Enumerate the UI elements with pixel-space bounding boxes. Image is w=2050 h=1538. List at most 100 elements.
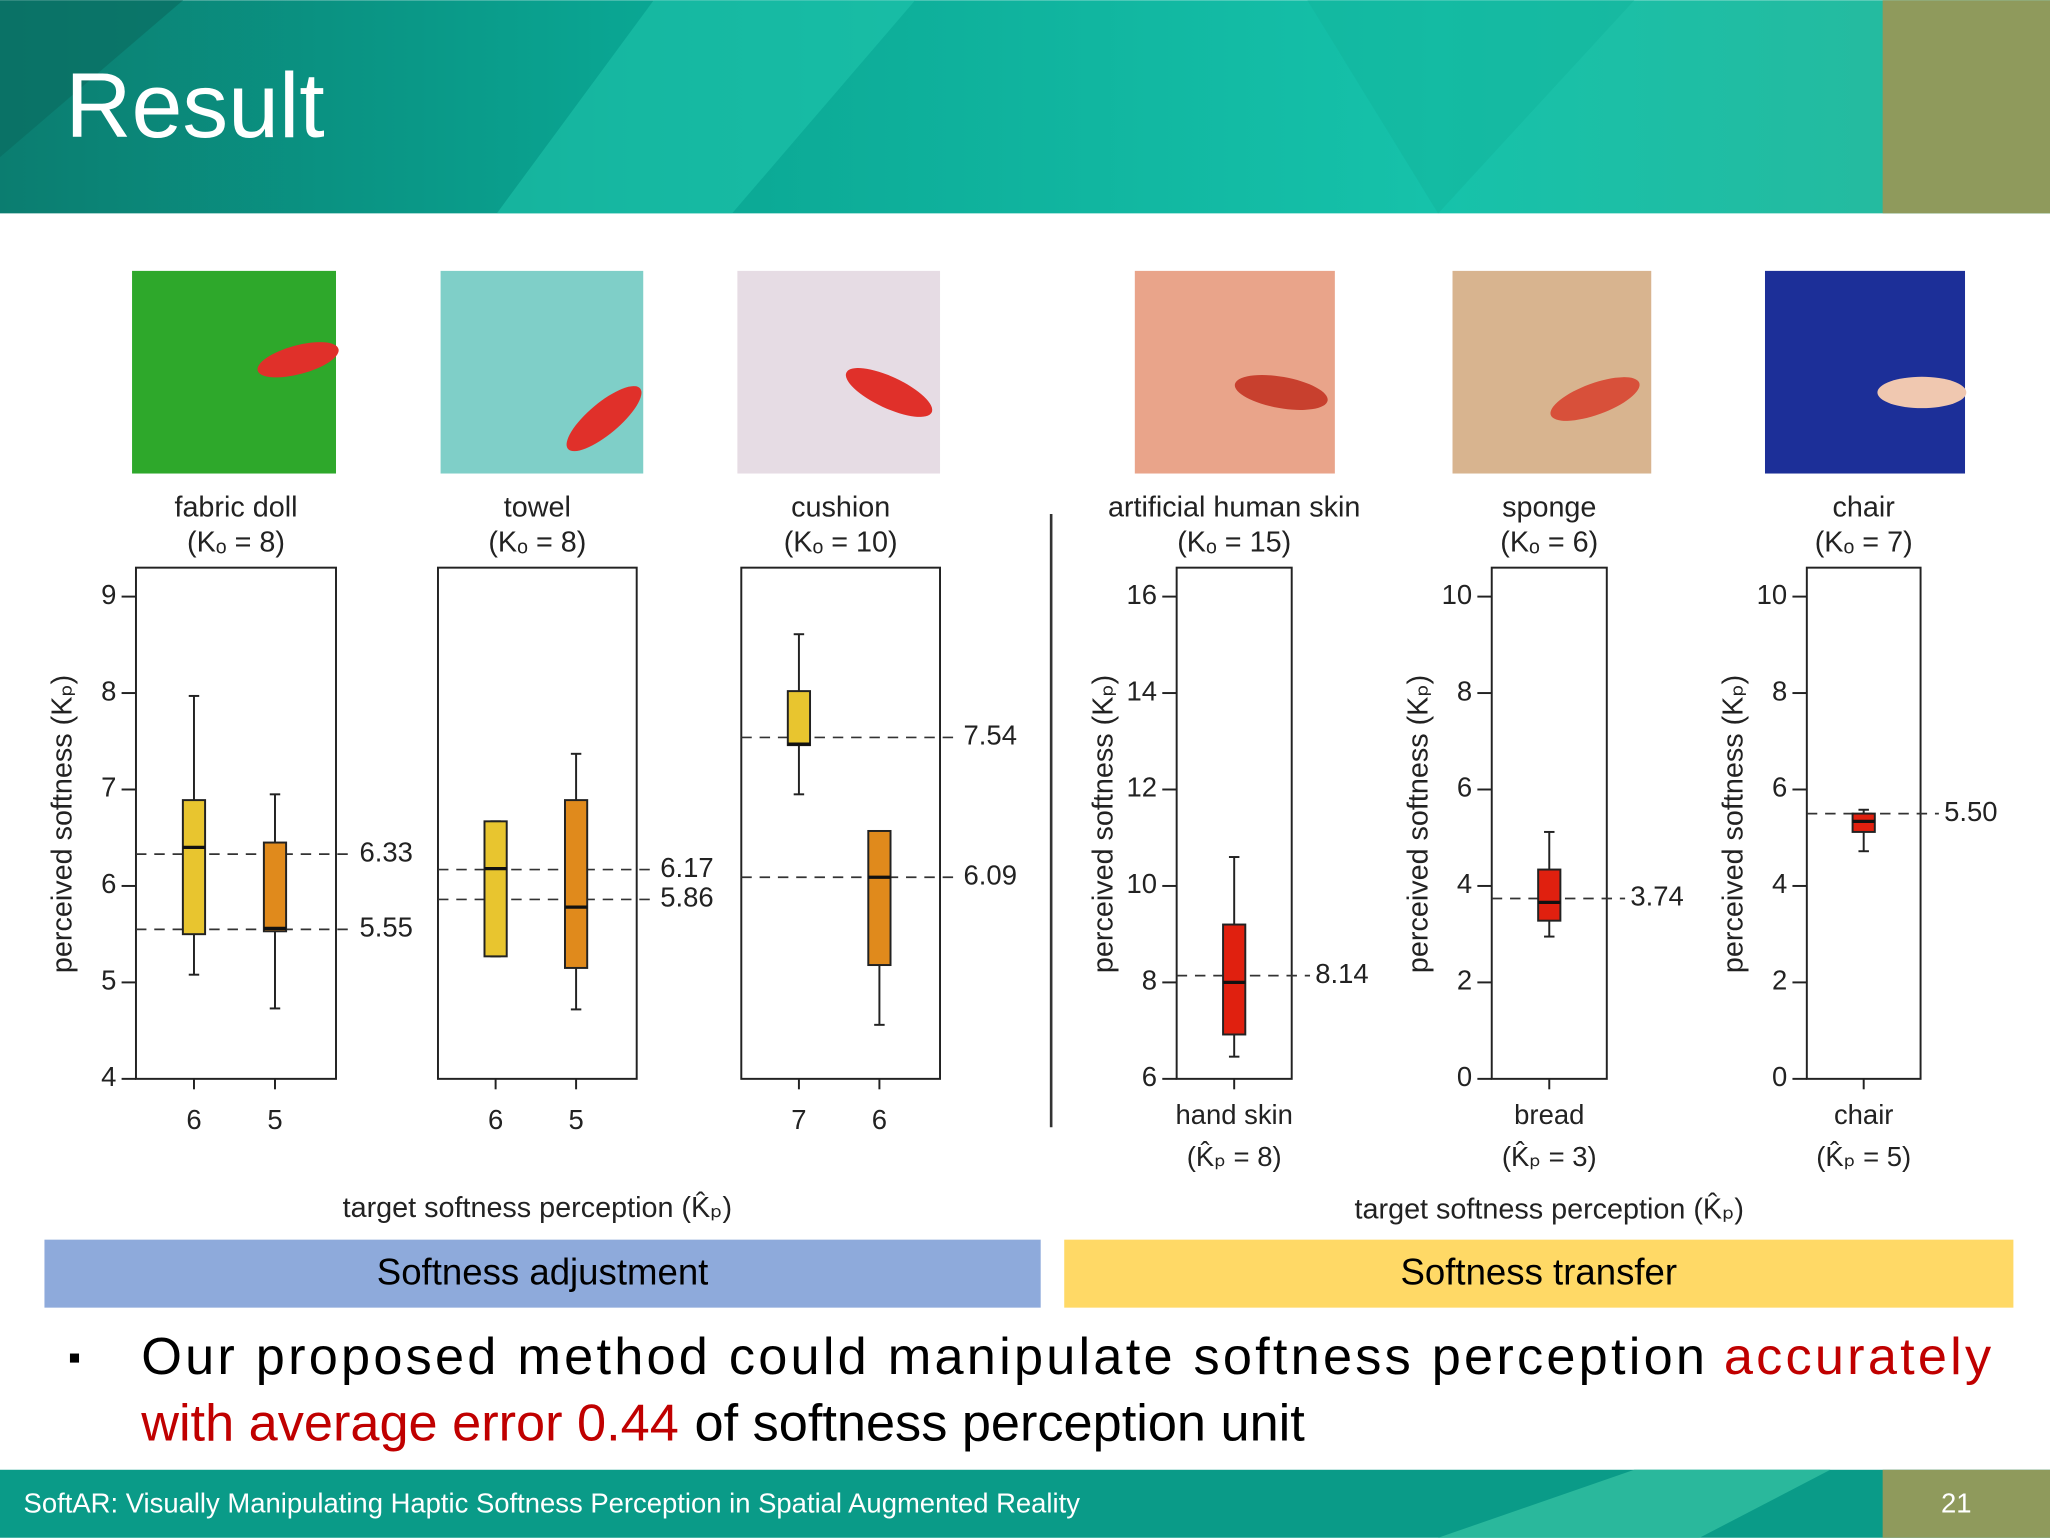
x-axis-label: target softness perception (K̂ₚ) <box>1355 1193 1744 1226</box>
y-axis-label: perceived softness (Kₚ) <box>1402 675 1434 973</box>
footer-shape <box>1438 1469 1831 1538</box>
y-tick-label: 9 <box>101 579 116 610</box>
chart-title: towel <box>504 491 571 523</box>
box <box>563 799 589 969</box>
y-tick-label: 4 <box>1457 868 1472 899</box>
reference-label: 5.86 <box>660 882 713 913</box>
box <box>786 690 812 747</box>
y-tick-label: 10 <box>1442 579 1473 610</box>
slide-title: Result <box>65 55 324 157</box>
reference-label: 5.55 <box>360 912 413 943</box>
page-number: 21 <box>1941 1487 1972 1518</box>
x-tick-label: 5 <box>267 1104 282 1135</box>
finger <box>1234 374 1328 410</box>
header-shape <box>1307 0 1635 214</box>
reference-label: 6.17 <box>660 852 713 883</box>
y-tick-label: 4 <box>101 1061 116 1092</box>
box <box>1222 923 1247 1036</box>
chart-title: chair <box>1833 491 1896 523</box>
y-tick-label: 14 <box>1127 675 1158 706</box>
y-axis-label: perceived softness (Kₚ) <box>47 675 79 973</box>
x-tick-label: 6 <box>488 1104 503 1135</box>
header-band <box>0 0 2050 214</box>
chart-subtitle: (Kₒ = 7) <box>1815 527 1913 559</box>
footer-text: SoftAR: Visually Manipulating Haptic Sof… <box>24 1487 1081 1518</box>
bullet-marker: ▪ <box>68 1337 81 1378</box>
y-tick-label: 2 <box>1457 965 1472 996</box>
y-axis-label: perceived softness (Kₚ) <box>1718 675 1750 973</box>
footer-shape <box>1882 1469 2050 1538</box>
x-tick-label: 7 <box>791 1104 806 1135</box>
footer: SoftAR: Visually Manipulating Haptic Sof… <box>0 1469 2050 1538</box>
reference-label: 5.50 <box>1944 796 1997 827</box>
y-tick-label: 0 <box>1772 1061 1787 1092</box>
y-tick-label: 10 <box>1127 868 1158 899</box>
box <box>262 841 288 933</box>
plot-frame <box>436 566 638 1080</box>
plot-frame <box>134 566 337 1080</box>
x-tick-sublabel: (K̂ₚ = 5) <box>1816 1141 1911 1172</box>
finger <box>566 386 642 452</box>
finger <box>845 368 933 417</box>
group-band <box>1064 1239 2014 1308</box>
chart-title: cushion <box>791 491 890 523</box>
x-axis-label: target softness perception (K̂ₚ) <box>343 1191 732 1224</box>
box <box>867 829 892 967</box>
header-shape <box>1882 0 2050 214</box>
y-tick-label: 8 <box>1142 965 1157 996</box>
y-tick-label: 0 <box>1457 1061 1472 1092</box>
reference-label: 3.74 <box>1630 881 1683 912</box>
photo <box>1764 270 1966 474</box>
x-tick-label: 5 <box>568 1104 583 1135</box>
plot-frame <box>740 566 941 1080</box>
plot-frame <box>1805 566 1922 1080</box>
box <box>181 799 207 936</box>
chart-subtitle: (Kₒ = 8) <box>488 527 586 559</box>
photo <box>440 270 644 474</box>
photo <box>737 270 941 474</box>
group-label: Softness adjustment <box>377 1252 709 1293</box>
y-tick-label: 7 <box>101 772 116 803</box>
chart-title: fabric doll <box>174 491 297 523</box>
x-tick-sublabel: (K̂ₚ = 8) <box>1187 1141 1282 1172</box>
header: Result <box>0 0 2050 214</box>
reference-label: 7.54 <box>964 720 1017 751</box>
x-tick-label: hand skin <box>1175 1099 1292 1130</box>
y-tick-label: 8 <box>1772 675 1787 706</box>
chart-subtitle: (Kₒ = 6) <box>1500 527 1598 559</box>
bullet-segment: of softness perception unit <box>695 1394 1306 1452</box>
photos <box>132 270 1967 474</box>
group-band <box>44 1239 1041 1308</box>
y-tick-label: 6 <box>1457 772 1472 803</box>
y-tick-label: 8 <box>1457 675 1472 706</box>
y-axis-label: perceived softness (Kₚ) <box>1087 675 1119 973</box>
group-label: Softness transfer <box>1400 1252 1677 1293</box>
y-tick-label: 16 <box>1127 579 1158 610</box>
y-tick-label: 10 <box>1757 579 1788 610</box>
chart-title: sponge <box>1502 491 1596 523</box>
finger <box>1550 377 1640 421</box>
chart-title: artificial human skin <box>1108 491 1360 523</box>
y-tick-label: 8 <box>101 675 116 706</box>
y-tick-label: 5 <box>101 965 116 996</box>
plot-frame <box>1175 566 1293 1080</box>
reference-label: 8.14 <box>1315 958 1368 989</box>
header-shape <box>496 0 916 214</box>
chart-subtitle: (Kₒ = 8) <box>187 527 285 559</box>
y-tick-label: 2 <box>1772 965 1787 996</box>
box <box>483 820 508 958</box>
x-tick-sublabel: (K̂ₚ = 3) <box>1502 1141 1597 1172</box>
reference-label: 6.33 <box>360 836 413 867</box>
x-tick-label: chair <box>1834 1099 1893 1130</box>
plot-frame <box>1490 566 1608 1080</box>
x-tick-label: 6 <box>186 1104 201 1135</box>
photo <box>1134 270 1335 474</box>
y-tick-label: 4 <box>1772 868 1787 899</box>
bullet-segment: with average error 0.44 <box>140 1394 679 1452</box>
bullet-segment: Our proposed method could manipulate sof… <box>141 1328 1705 1386</box>
bullet-line: Our proposed method could manipulate sof… <box>141 1328 1992 1386</box>
chart-subtitle: (Kₒ = 10) <box>784 527 898 559</box>
box <box>1537 868 1562 922</box>
